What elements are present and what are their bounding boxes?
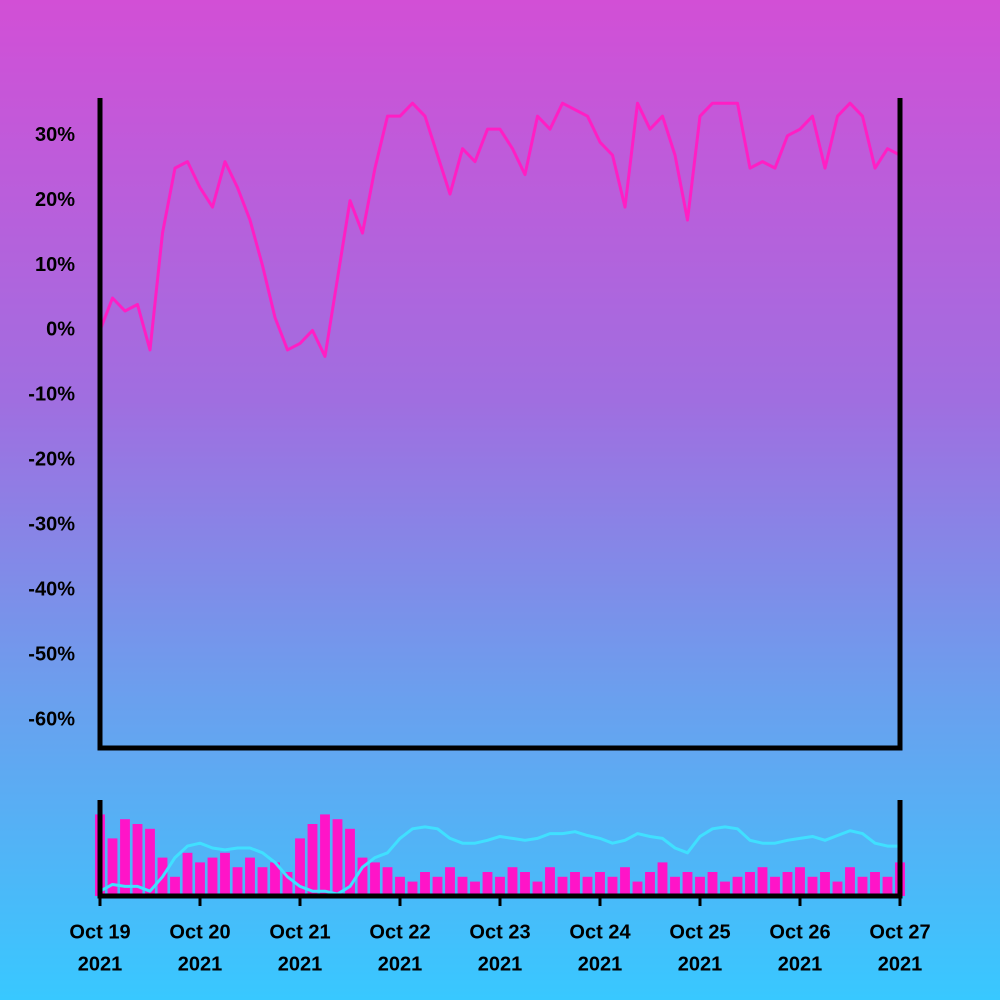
volume-bar — [432, 876, 443, 896]
volume-bar — [345, 828, 355, 896]
volume-bar — [770, 876, 780, 896]
x-tick-label: Oct 24 — [569, 921, 631, 943]
volume-bar — [382, 867, 393, 896]
volume-bar — [682, 872, 693, 896]
y-tick-label: -40% — [28, 578, 75, 600]
x-tick-label: 2021 — [178, 953, 223, 975]
x-tick-label: 2021 — [378, 953, 423, 975]
volume-bar — [757, 867, 768, 896]
volume-bar — [620, 867, 630, 896]
volume-bar — [482, 872, 493, 896]
volume-bar — [320, 814, 330, 896]
x-tick-label: 2021 — [78, 953, 123, 975]
series-line — [99, 825, 900, 896]
volume-bar — [295, 838, 305, 896]
volume-bar — [870, 872, 880, 896]
volume-bar — [520, 872, 530, 896]
volume-bar — [370, 862, 380, 896]
y-tick-label: 20% — [35, 189, 75, 211]
volume-bar — [195, 862, 205, 896]
volume-bar — [807, 876, 818, 896]
volume-bar — [332, 819, 343, 896]
x-tick-label: Oct 21 — [269, 921, 330, 943]
series-line — [98, 101, 901, 358]
volume-bar — [720, 881, 730, 896]
volume-bar — [582, 876, 593, 896]
volume-bar — [507, 867, 518, 896]
x-tick-label: Oct 27 — [869, 921, 930, 943]
x-tick-label: Oct 26 — [769, 921, 830, 943]
volume-bar — [270, 862, 280, 896]
volume-bar — [182, 852, 193, 896]
volume-bar — [145, 828, 155, 896]
x-tick-label: 2021 — [578, 953, 623, 975]
volume-bar — [282, 872, 293, 896]
x-tick-label: 2021 — [878, 953, 923, 975]
volume-bar — [120, 819, 130, 896]
volume-bar — [457, 876, 468, 896]
volume-bar — [707, 872, 718, 896]
y-tick-label: -50% — [28, 643, 75, 665]
volume-bar — [557, 876, 568, 896]
x-tick-label: 2021 — [278, 953, 323, 975]
volume-bar — [532, 881, 543, 896]
volume-bar — [695, 876, 705, 896]
volume-bar — [745, 872, 755, 896]
volume-bar — [607, 876, 618, 896]
x-tick-label: Oct 23 — [469, 921, 530, 943]
y-tick-label: -10% — [28, 384, 75, 406]
volume-bar — [420, 872, 430, 896]
volume-bar — [820, 872, 830, 896]
volume-bar — [570, 872, 580, 896]
volume-bar — [545, 867, 555, 896]
x-tick-label: 2021 — [478, 953, 523, 975]
x-tick-label: Oct 25 — [669, 921, 730, 943]
volume-bar — [495, 876, 505, 896]
volume-bar — [657, 862, 668, 896]
volume-bar — [445, 867, 455, 896]
volume-bar — [782, 872, 793, 896]
volume-bar — [245, 857, 255, 896]
x-tick-label: 2021 — [678, 953, 723, 975]
y-tick-label: 30% — [35, 124, 75, 146]
y-tick-label: 0% — [46, 319, 75, 341]
volume-bar — [257, 867, 268, 896]
volume-bar — [670, 876, 680, 896]
x-tick-label: Oct 19 — [69, 921, 130, 943]
volume-bar — [857, 876, 868, 896]
volume-bar — [645, 872, 655, 896]
volume-bar — [595, 872, 605, 896]
volume-bar — [882, 876, 893, 896]
volume-bar — [845, 867, 855, 896]
volume-bar — [220, 852, 230, 896]
x-tick-label: Oct 20 — [169, 921, 230, 943]
plot-frame — [97, 98, 903, 751]
x-tick-label: Oct 22 — [369, 921, 430, 943]
volume-bar — [632, 881, 643, 896]
x-tick-label: 2021 — [778, 953, 823, 975]
volume-bar — [357, 857, 368, 896]
y-tick-label: -60% — [28, 708, 75, 730]
volume-bar — [395, 876, 405, 896]
volume-bar — [795, 867, 805, 896]
volume-bar — [170, 876, 180, 896]
y-tick-label: -20% — [28, 449, 75, 471]
volume-bar — [207, 857, 218, 896]
volume-bar — [232, 867, 243, 896]
volume-bar — [732, 876, 743, 896]
volume-bar — [132, 824, 143, 896]
plot-frame — [97, 800, 903, 899]
volume-bar — [407, 881, 418, 896]
volume-bar — [107, 838, 118, 896]
volume-bar — [832, 881, 843, 896]
y-tick-label: -30% — [28, 514, 75, 536]
y-tick-label: 10% — [35, 254, 75, 276]
volume-bar — [307, 824, 318, 896]
volume-bar — [470, 881, 480, 896]
